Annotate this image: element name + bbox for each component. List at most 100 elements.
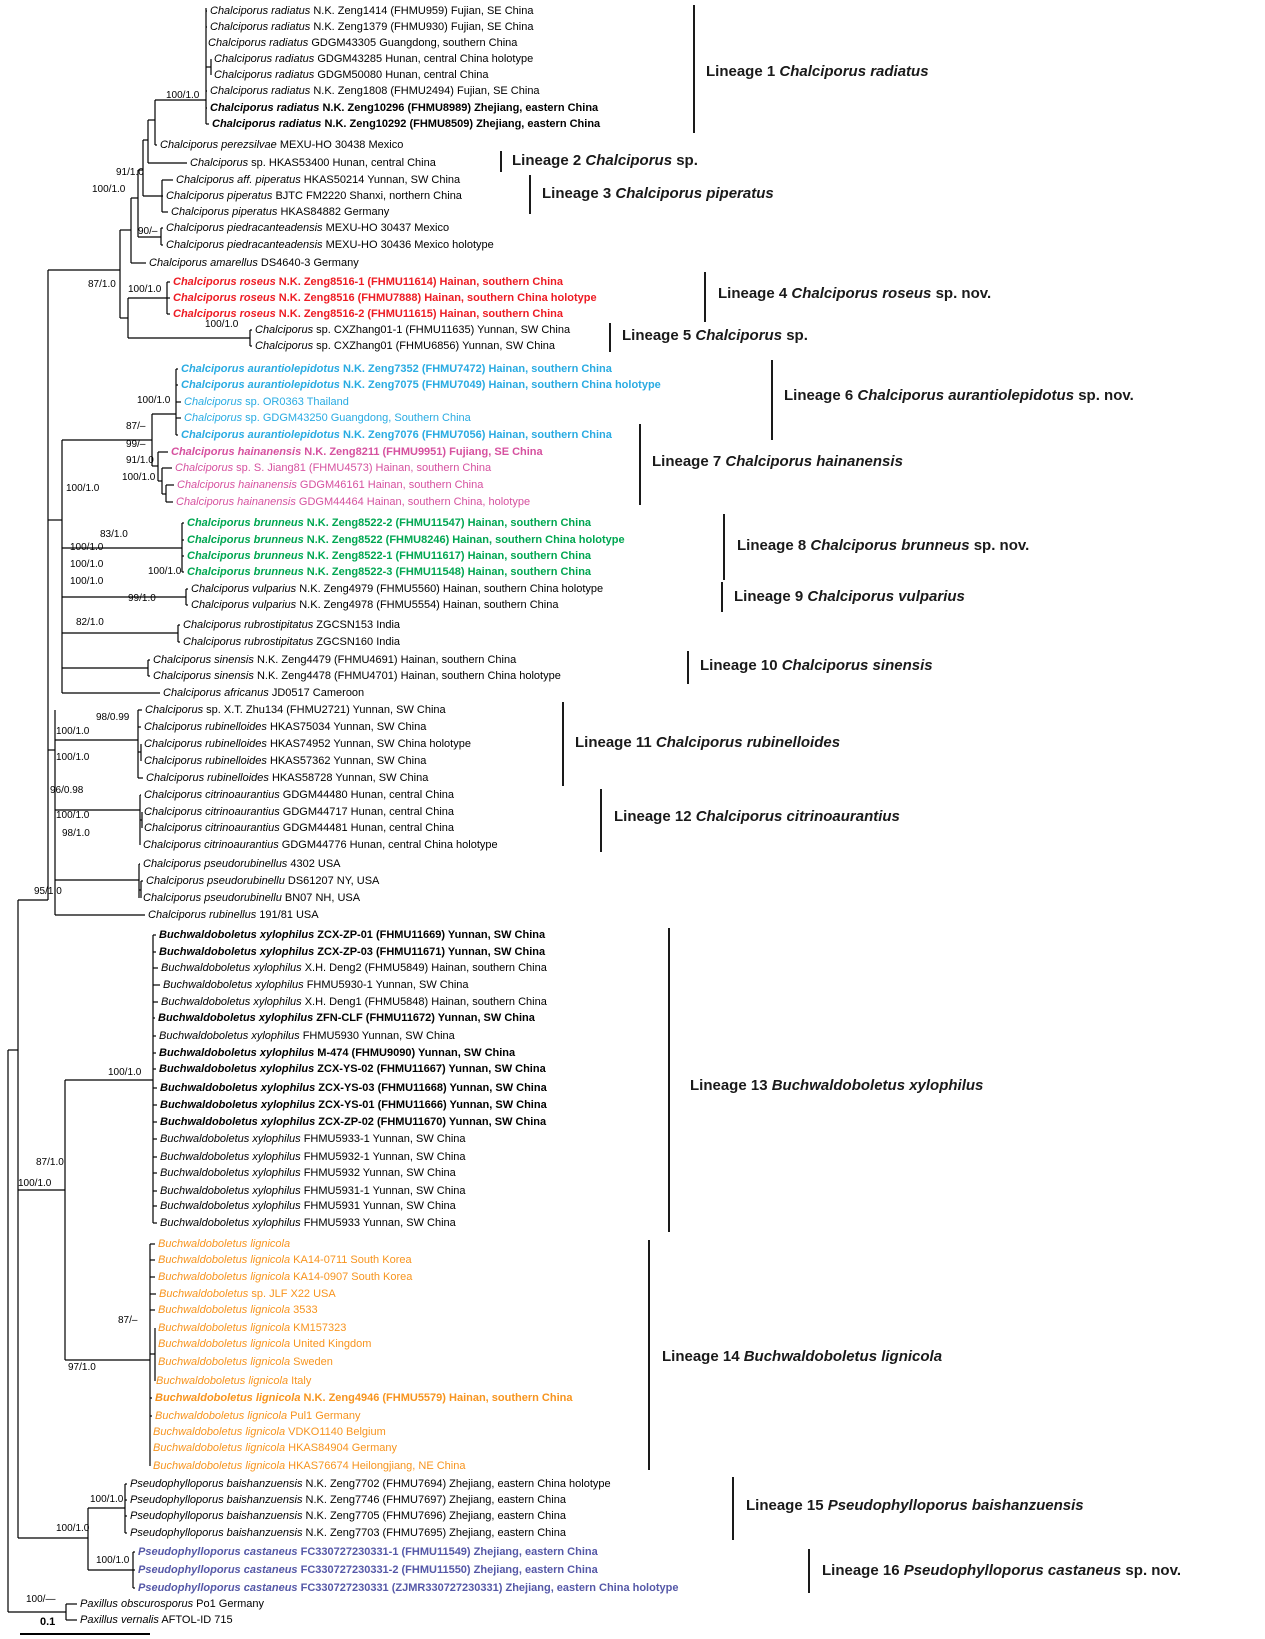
taxon-scientific-name: Buchwaldoboletus xylophilus: [160, 1082, 316, 1094]
support-value: 90/–: [138, 226, 158, 237]
taxon-scientific-name: Chalciporus vulparius: [191, 599, 297, 611]
lineage-bar: [639, 424, 641, 505]
lineage-species-name: Chalciporus: [695, 327, 783, 344]
support-value: 83/1.0: [100, 529, 128, 540]
support-value: 100/1.0: [70, 559, 104, 570]
taxon-label: Chalciporus rubinelloides HKAS74952 Yunn…: [144, 736, 471, 752]
taxon-scientific-name: Buchwaldoboletus lignicola: [153, 1442, 286, 1454]
taxon-scientific-name: Buchwaldoboletus lignicola: [158, 1356, 291, 1368]
lineage-label: Lineage 13 Buchwaldoboletus xylophilus: [690, 1076, 983, 1096]
support-value: 98/0.99: [96, 712, 130, 723]
taxon-voucher-locality: FHMU5930-1 Yunnan, SW China: [303, 979, 469, 991]
taxon-scientific-name: Chalciporus rubinelloides: [144, 755, 267, 767]
taxon-voucher-locality: FHMU5931-1 Yunnan, SW China: [300, 1185, 466, 1197]
taxon-voucher-locality: N.K. Zeng7076 (FHMU7056) Hainan, souther…: [339, 429, 612, 441]
taxon-scientific-name: Buchwaldoboletus xylophilus: [159, 946, 315, 958]
taxon-voucher-locality: GDGM44480 Hunan, central China: [279, 789, 454, 801]
taxon-voucher-locality: HKAS84904 Germany: [285, 1442, 397, 1454]
taxon-scientific-name: Chalciporus hainanensis: [171, 446, 302, 458]
taxon-label: Chalciporus radiatus GDGM43285 Hunan, ce…: [214, 51, 533, 67]
taxon-voucher-locality: FC330727230331-1 (FHMU11549) Zhejiang, e…: [297, 1546, 598, 1558]
lineage-number: Lineage 12: [614, 808, 696, 825]
taxon-scientific-name: Chalciporus africanus: [163, 687, 269, 699]
taxon-label: Buchwaldoboletus xylophilus FHMU5930 Yun…: [159, 1028, 455, 1044]
taxon-scientific-name: Chalciporus: [184, 396, 243, 408]
support-value: 100/1.0: [166, 90, 200, 101]
taxon-scientific-name: Chalciporus rubinelloides: [144, 721, 267, 733]
taxon-label: Chalciporus radiatus GDGM43305 Guangdong…: [208, 35, 517, 51]
taxon-scientific-name: Buchwaldoboletus xylophilus: [160, 1116, 316, 1128]
taxon-voucher-locality: N.K. Zeng7703 (FHMU7695) Zhejiang, easte…: [302, 1527, 566, 1539]
lineage-species-name: Chalciporus rubinelloides: [655, 734, 841, 751]
taxon-scientific-name: Buchwaldoboletus xylophilus: [160, 1200, 301, 1212]
taxon-label: Buchwaldoboletus xylophilus ZCX-YS-01 (F…: [160, 1097, 547, 1113]
taxon-label: Chalciporus piedracanteadensis MEXU-HO 3…: [166, 220, 449, 236]
taxon-label: Chalciporus brunneus N.K. Zeng8522-2 (FH…: [187, 515, 591, 531]
taxon-label: Buchwaldoboletus lignicola KA14-0907 Sou…: [158, 1269, 412, 1285]
taxon-voucher-locality: N.K. Zeng8516 (FHMU7888) Hainan, souther…: [275, 292, 597, 304]
taxon-voucher-locality: GDGM43285 Hunan, central China holotype: [314, 53, 534, 65]
scale-bar-label: 0.1: [40, 1616, 56, 1628]
support-value: 100/1.0: [70, 542, 104, 553]
taxon-scientific-name: Chalciporus sinensis: [153, 654, 254, 666]
taxon-scientific-name: Chalciporus piedracanteadensis: [166, 222, 323, 234]
taxon-label: Buchwaldoboletus xylophilus ZFN-CLF (FHM…: [158, 1010, 535, 1026]
taxon-label: Chalciporus piperatus HKAS84882 Germany: [171, 204, 389, 220]
taxon-scientific-name: Pseudophylloporus castaneus: [138, 1546, 298, 1558]
taxon-label: Paxillus obscurosporus Po1 Germany: [80, 1596, 264, 1612]
taxon-voucher-locality: FHMU5932 Yunnan, SW China: [300, 1167, 456, 1179]
taxon-scientific-name: Buchwaldoboletus lignicola: [155, 1392, 301, 1404]
taxon-label: Chalciporus rubrostipitatus ZGCSN160 Ind…: [183, 634, 400, 650]
taxon-label: Chalciporus aurantiolepidotus N.K. Zeng7…: [181, 377, 661, 393]
taxon-voucher-locality: sp. CXZhang01 (FHMU6856) Yunnan, SW Chin…: [313, 340, 556, 352]
taxon-voucher-locality: GDGM50080 Hunan, central China: [314, 69, 489, 81]
lineage-label: Lineage 12 Chalciporus citrinoaurantius: [614, 807, 900, 827]
lineage-species-name: Pseudophylloporus castaneus: [903, 1562, 1122, 1579]
taxon-scientific-name: Chalciporus sinensis: [153, 670, 254, 682]
taxon-voucher-locality: N.K. Zeng1808 (FHMU2494) Fujian, SE Chin…: [310, 85, 540, 97]
lineage-number: Lineage 4: [718, 285, 792, 302]
support-value: 98/1.0: [62, 828, 90, 839]
lineage-suffix: sp. nov.: [1074, 387, 1134, 404]
taxon-label: Buchwaldoboletus xylophilus ZCX-ZP-01 (F…: [159, 927, 545, 943]
taxon-label: Buchwaldoboletus lignicola KM157323: [158, 1320, 346, 1336]
taxon-label: Paxillus vernalis AFTOL-ID 715: [80, 1612, 233, 1628]
taxon-voucher-locality: FC330727230331-2 (FHMU11550) Zhejiang, e…: [297, 1564, 598, 1576]
taxon-label: Chalciporus vulparius N.K. Zeng4978 (FHM…: [191, 597, 558, 613]
taxon-voucher-locality: N.K. Zeng8522 (FHMU8246) Hainan, souther…: [303, 534, 625, 546]
taxon-voucher-locality: HKAS57362 Yunnan, SW China: [266, 755, 427, 767]
lineage-label: Lineage 2 Chalciporus sp.: [512, 151, 698, 171]
taxon-label: Chalciporus sp. HKAS53400 Hunan, central…: [190, 155, 436, 171]
taxon-scientific-name: Chalciporus piperatus: [166, 190, 273, 202]
support-value: 100/1.0: [92, 184, 126, 195]
taxon-voucher-locality: N.K. Zeng10296 (FHMU8989) Zhejiang, east…: [319, 102, 599, 114]
support-value: 100/1.0: [122, 472, 156, 483]
taxon-voucher-locality: N.K. Zeng4479 (FHMU4691) Hainan, souther…: [253, 654, 517, 666]
taxon-label: Chalciporus sp. CXZhang01-1 (FHMU11635) …: [255, 322, 570, 338]
taxon-label: Buchwaldoboletus lignicola KA14-0711 Sou…: [158, 1252, 412, 1268]
taxon-label: Buchwaldoboletus lignicola Pul1 Germany: [155, 1408, 360, 1424]
taxon-voucher-locality: N.K. Zeng8516-2 (FHMU11615) Hainan, sout…: [275, 308, 563, 320]
lineage-species-name: Chalciporus roseus: [791, 285, 932, 302]
taxon-voucher-locality: BJTC FM2220 Shanxi, northern China: [272, 190, 462, 202]
lineage-bar: [693, 5, 695, 133]
lineage-number: Lineage 1: [706, 63, 780, 80]
support-value: 87/1.0: [88, 279, 116, 290]
taxon-scientific-name: Chalciporus pseudorubinellus: [143, 858, 288, 870]
taxon-scientific-name: Buchwaldoboletus xylophilus: [160, 1151, 301, 1163]
taxon-label: Chalciporus brunneus N.K. Zeng8522-3 (FH…: [187, 564, 591, 580]
support-value: 87/–: [118, 1315, 138, 1326]
lineage-bar: [600, 789, 602, 852]
support-value: 87/–: [126, 421, 146, 432]
taxon-voucher-locality: Sweden: [290, 1356, 333, 1368]
taxon-scientific-name: Chalciporus roseus: [173, 292, 276, 304]
taxon-label: Buchwaldoboletus xylophilus FHMU5932 Yun…: [160, 1165, 456, 1181]
taxon-voucher-locality: GDGM46161 Hainan, southern China: [296, 479, 484, 491]
taxon-label: Buchwaldoboletus xylophilus ZCX-ZP-02 (F…: [160, 1114, 546, 1130]
taxon-label: Pseudophylloporus castaneus FC3307272303…: [138, 1544, 598, 1560]
taxon-scientific-name: Buchwaldoboletus lignicola: [158, 1304, 291, 1316]
lineage-bar: [687, 651, 689, 684]
lineage-suffix: sp. nov.: [931, 285, 992, 302]
lineage-label: Lineage 5 Chalciporus sp.: [622, 326, 808, 346]
taxon-label: Chalciporus piperatus BJTC FM2220 Shanxi…: [166, 188, 462, 204]
